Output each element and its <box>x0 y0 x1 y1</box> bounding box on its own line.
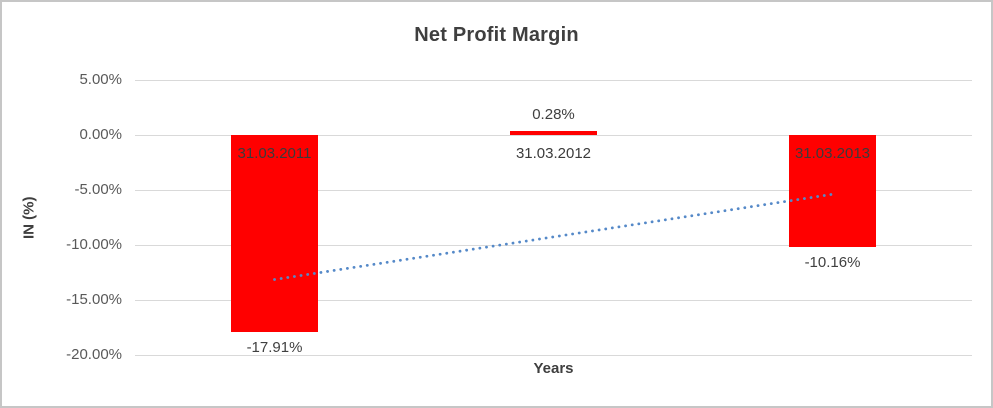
chart-title: Net Profit Margin <box>414 24 579 46</box>
y-tick-label: -10.00% <box>66 236 122 253</box>
bar-31.03.2011 <box>231 135 318 332</box>
gridline <box>135 245 972 246</box>
y-tick-label: -20.00% <box>66 346 122 363</box>
trendline-segment <box>273 192 834 281</box>
y-tick-label: 5.00% <box>79 71 122 88</box>
value-label: -17.91% <box>246 339 303 356</box>
value-label: 0.28% <box>532 106 575 123</box>
category-label: 31.03.2011 <box>237 145 312 162</box>
y-tick-label: -15.00% <box>66 291 122 308</box>
y-tick-label: 0.00% <box>79 126 122 143</box>
trendline <box>273 192 834 281</box>
x-axis-title: Years <box>533 360 574 377</box>
value-label: -10.16% <box>804 253 861 271</box>
gridline <box>135 355 972 356</box>
category-label: 31.03.2012 <box>515 145 592 162</box>
y-axis-title: IN (%) <box>20 196 38 239</box>
bar-31.03.2012 <box>510 131 597 135</box>
gridline <box>135 300 972 301</box>
y-tick-label: -5.00% <box>74 181 122 198</box>
bar-31.03.2013 <box>789 135 876 247</box>
plot-area: 31.03.2011 -17.91% 31.03.2012 0.28% 31.03.20… <box>135 80 972 356</box>
gridline <box>135 190 972 191</box>
gridline <box>135 80 972 81</box>
gridline <box>135 135 972 136</box>
category-label: 31.03.2013 <box>794 145 871 162</box>
